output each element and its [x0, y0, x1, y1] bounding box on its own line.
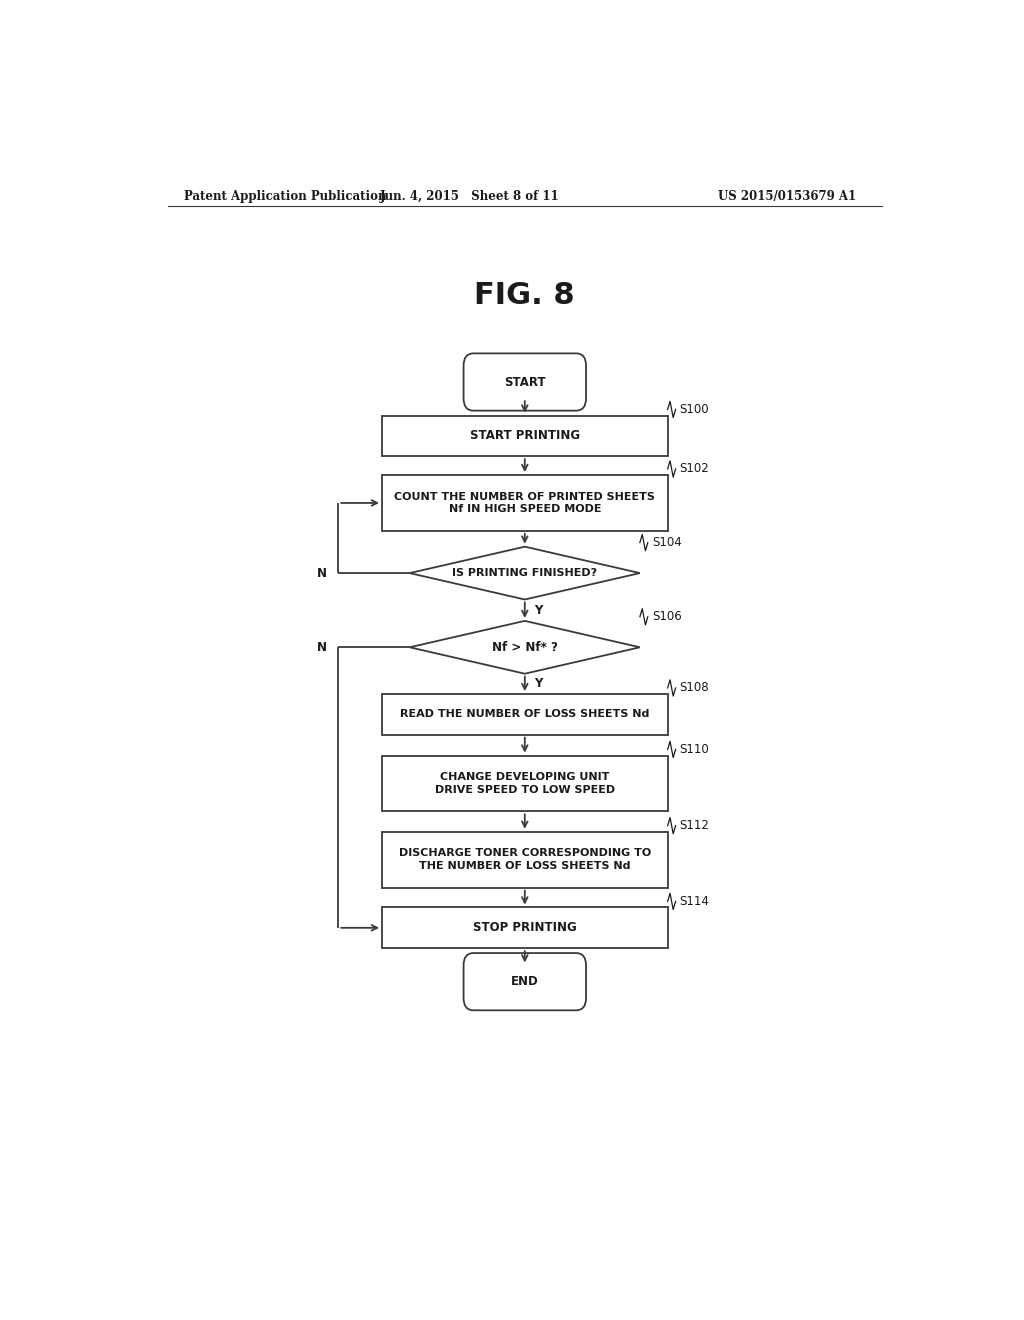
- Bar: [382, 832, 668, 887]
- Text: IS PRINTING FINISHED?: IS PRINTING FINISHED?: [453, 568, 597, 578]
- Text: READ THE NUMBER OF LOSS SHEETS Nd: READ THE NUMBER OF LOSS SHEETS Nd: [400, 709, 649, 719]
- Polygon shape: [410, 546, 640, 599]
- Text: CHANGE DEVELOPING UNIT
DRIVE SPEED TO LOW SPEED: CHANGE DEVELOPING UNIT DRIVE SPEED TO LO…: [435, 772, 614, 795]
- Text: S114: S114: [680, 895, 710, 908]
- Bar: [382, 416, 668, 457]
- Bar: [382, 475, 668, 531]
- Text: Patent Application Publication: Patent Application Publication: [183, 190, 386, 202]
- Text: DISCHARGE TONER CORRESPONDING TO
THE NUMBER OF LOSS SHEETS Nd: DISCHARGE TONER CORRESPONDING TO THE NUM…: [398, 849, 651, 871]
- Polygon shape: [410, 620, 640, 673]
- Text: N: N: [316, 566, 327, 579]
- Text: Jun. 4, 2015   Sheet 8 of 11: Jun. 4, 2015 Sheet 8 of 11: [380, 190, 559, 202]
- Text: START: START: [504, 375, 546, 388]
- Text: S112: S112: [680, 820, 710, 832]
- Text: US 2015/0153679 A1: US 2015/0153679 A1: [718, 190, 856, 202]
- Bar: [382, 694, 668, 735]
- FancyBboxPatch shape: [464, 354, 586, 411]
- Text: S100: S100: [680, 403, 710, 416]
- Text: COUNT THE NUMBER OF PRINTED SHEETS
Nf IN HIGH SPEED MODE: COUNT THE NUMBER OF PRINTED SHEETS Nf IN…: [394, 491, 655, 515]
- Bar: [382, 755, 668, 812]
- Text: S110: S110: [680, 743, 710, 756]
- Text: FIG. 8: FIG. 8: [474, 281, 575, 310]
- Text: Y: Y: [535, 677, 543, 690]
- Text: END: END: [511, 975, 539, 989]
- Text: S108: S108: [680, 681, 710, 694]
- Text: Nf > Nf* ?: Nf > Nf* ?: [492, 640, 558, 653]
- Text: STOP PRINTING: STOP PRINTING: [473, 921, 577, 935]
- FancyBboxPatch shape: [464, 953, 586, 1010]
- Text: Y: Y: [535, 603, 543, 616]
- Text: S106: S106: [652, 610, 682, 623]
- Text: N: N: [316, 640, 327, 653]
- Text: START PRINTING: START PRINTING: [470, 429, 580, 442]
- Text: S104: S104: [652, 536, 682, 549]
- Text: S102: S102: [680, 462, 710, 475]
- Bar: [382, 907, 668, 948]
